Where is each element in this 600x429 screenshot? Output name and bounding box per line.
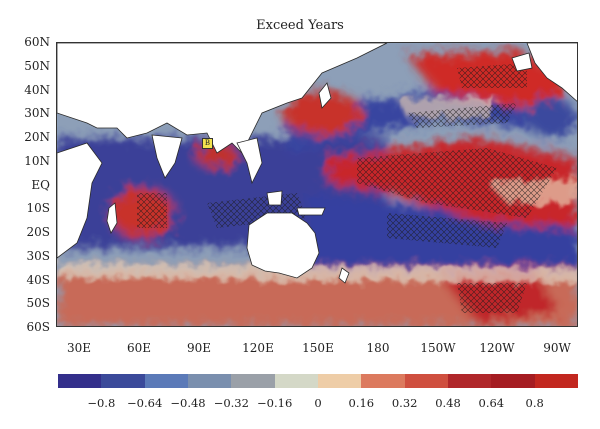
- lat-tick-label: 10S: [26, 201, 51, 216]
- colorbar-segment: [58, 374, 102, 388]
- field-red-nw-pacific: [282, 91, 362, 135]
- colorbar-tick-label: −0.32: [213, 396, 249, 410]
- lon-tick-label: 30E: [66, 341, 92, 355]
- colorbar-segment: [187, 374, 232, 388]
- colorbar-tick-label: 0.8: [525, 396, 544, 410]
- land-borneo: [266, 190, 283, 206]
- colorbar-tick-label: 0.64: [478, 396, 505, 410]
- colorbar-tick-label: −0.16: [257, 396, 293, 410]
- lon-tick-label: 150W: [420, 341, 456, 355]
- land-alaska: [511, 52, 533, 72]
- map-title: Exceed Years: [256, 18, 344, 33]
- land-madagascar: [106, 202, 118, 234]
- lon-tick-label: 180: [366, 341, 390, 355]
- colorbar-segment: [447, 374, 492, 388]
- lon-tick-label: 60E: [126, 341, 152, 355]
- lat-tick-label: 50N: [24, 58, 50, 73]
- colorbar-segment: [317, 374, 362, 388]
- lat-tick-label: 40N: [24, 82, 50, 97]
- region-marker: B: [202, 138, 213, 149]
- lat-tick-label: 60N: [24, 35, 50, 49]
- lon-tick-label: 120E: [242, 341, 274, 355]
- field-blue-alaska: [527, 98, 577, 138]
- colorbar-segment: [491, 374, 535, 388]
- land-australia: [246, 212, 320, 279]
- colorbar-tick-label: −0.64: [127, 396, 163, 410]
- colorbar-segment: [361, 374, 405, 388]
- colorbar-segment: [534, 374, 578, 388]
- lat-tick-label: 30S: [26, 248, 51, 263]
- lat-tick-label: 50S: [26, 296, 51, 311]
- land-eurasia: [57, 43, 388, 154]
- lon-tick-label: 150E: [302, 341, 334, 355]
- colorbar-segment: [231, 374, 275, 388]
- landmasses: [57, 43, 577, 284]
- colorbar: [58, 374, 578, 388]
- colorbar-tick-label: −0.8: [87, 396, 116, 410]
- lat-tick-label: 30N: [24, 106, 50, 121]
- land-north-america: [526, 43, 577, 102]
- land-new-zealand: [338, 267, 350, 284]
- sst-map-panel: [56, 42, 578, 327]
- land-indochina: [236, 137, 263, 185]
- colorbar-segment: [404, 374, 448, 388]
- lat-tick-label: 20N: [24, 130, 50, 144]
- land-new-guinea: [296, 207, 326, 216]
- land-japan: [318, 82, 332, 109]
- lat-tick-label: EQ: [31, 177, 50, 192]
- colorbar-tick-label: 0: [314, 396, 322, 410]
- land-africa: [57, 142, 103, 259]
- colorbar-tick-label: 0.16: [348, 396, 375, 410]
- colorbar-tick-label: 0.32: [391, 396, 418, 410]
- colorbar-segment: [144, 374, 188, 388]
- lon-tick-label: 90W: [543, 341, 571, 355]
- lat-tick-label: 20S: [26, 225, 51, 239]
- land-india: [151, 134, 183, 179]
- field-red-bay-of-bengal: [195, 143, 239, 167]
- field-light-south: [57, 263, 577, 283]
- colorbar-tick-label: −0.48: [170, 396, 206, 410]
- colorbar-segment: [274, 374, 318, 388]
- lat-tick-label: 40S: [26, 272, 51, 287]
- colorbar-tick-label: 0.48: [435, 396, 461, 410]
- lat-tick-label: 10N: [24, 153, 50, 168]
- lat-tick-label: 60S: [26, 320, 51, 334]
- map-canvas: [57, 43, 577, 326]
- lon-tick-label: 90E: [186, 341, 212, 355]
- lon-tick-label: 120W: [479, 341, 515, 355]
- colorbar-segment: [101, 374, 145, 388]
